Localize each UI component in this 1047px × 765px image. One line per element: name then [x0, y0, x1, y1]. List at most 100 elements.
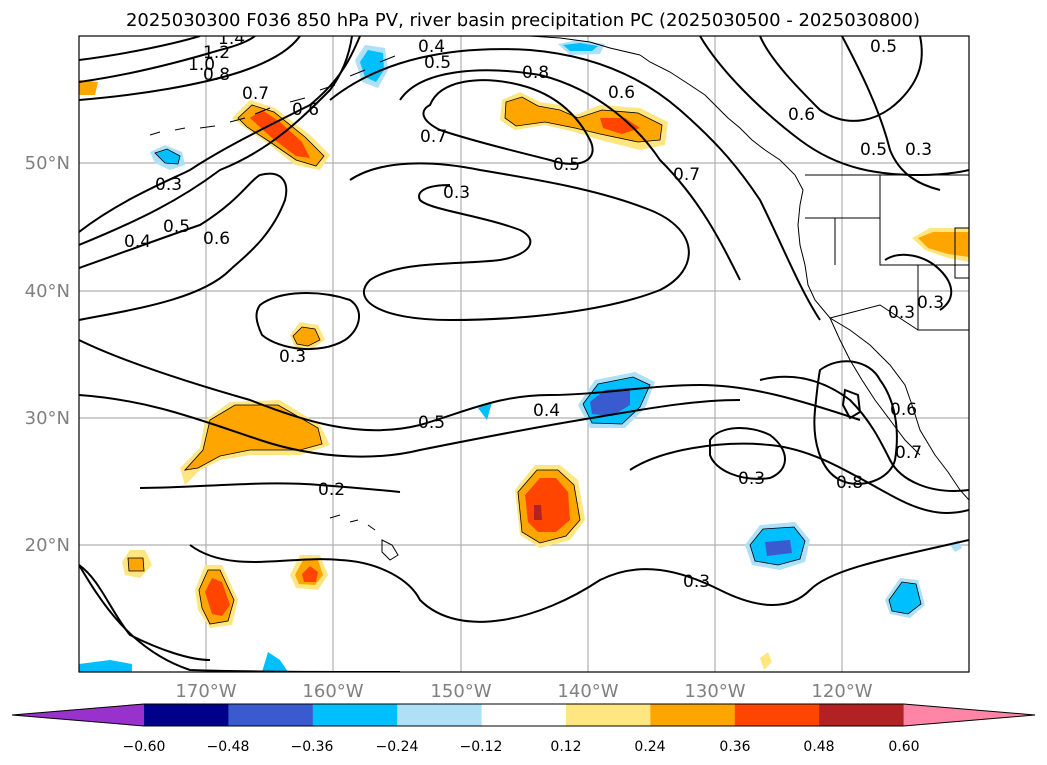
lat-tick-label: 50°N [25, 153, 70, 174]
contour-label: 0.3 [443, 183, 470, 203]
pv-contour-line [79, 172, 288, 321]
longitude-tick-labels: 170°W 160°W 150°W 140°W 130°W 120°W [175, 681, 872, 702]
map-background [79, 36, 969, 672]
colorbar-segment [650, 704, 736, 726]
pv-contour-line [79, 339, 861, 432]
contour-label: 0.3 [917, 293, 944, 313]
contour-label: 0.5 [860, 140, 887, 160]
contour-label: 0.4 [124, 232, 151, 252]
pv-contour-line [759, 36, 923, 122]
contour-label: 0.7 [242, 84, 269, 104]
positive-anomaly-blob [127, 557, 145, 572]
colorbar-segment [397, 704, 483, 726]
pv-contour-line [79, 36, 301, 101]
positive-anomaly-blob [79, 80, 98, 95]
colorbar-segments [11, 703, 1036, 727]
colorbar-tick-label: −0.60 [123, 739, 166, 755]
colorbar-ticks: −0.60 −0.48 −0.36 −0.24 −0.12 0.12 0.24 … [123, 739, 920, 755]
lon-tick-label: 150°W [430, 681, 491, 702]
colorbar-extend-max [903, 704, 1035, 726]
pv-contour-line [349, 162, 690, 322]
contour-label: 0.5 [870, 37, 897, 57]
negative-anomaly-blob [563, 43, 598, 51]
positive-anomaly-blob [205, 578, 230, 616]
lat-tick-label: 30°N [25, 408, 70, 429]
negative-anomaly-blob [262, 652, 288, 672]
pv-contour-line [813, 360, 898, 485]
positive-anomaly-blob [600, 118, 640, 134]
colorbar: −0.60 −0.48 −0.36 −0.24 −0.12 0.12 0.24 … [11, 703, 1036, 755]
positive-anomaly-blob [534, 505, 542, 520]
contour-label: 0.3 [888, 303, 915, 323]
contour-label: 0.8 [203, 65, 230, 85]
north-america-coast [639, 54, 969, 501]
contour-label: 0.8 [836, 473, 863, 493]
contour-label: 0.8 [522, 63, 549, 83]
pv-contour-line [255, 292, 360, 351]
contour-label: 0.4 [418, 37, 445, 57]
colorbar-extend-min [12, 704, 144, 726]
negative-anomaly-blob [888, 581, 922, 615]
pv-contour-line [79, 394, 741, 458]
pv-contour-line [79, 36, 256, 83]
pv-contour-line [399, 69, 741, 281]
coastlines [149, 36, 969, 561]
contour-label: 1.4 [218, 29, 245, 49]
contour-label: 0.5 [424, 53, 451, 73]
contour-label: 0.6 [788, 105, 815, 125]
negative-anomaly-blob [590, 388, 630, 416]
lon-tick-label: 160°W [302, 681, 363, 702]
positive-anomaly-blob [918, 232, 969, 257]
pv-contour-line [79, 564, 211, 661]
contour-label: 0.3 [738, 469, 765, 489]
lon-tick-label: 120°W [811, 681, 872, 702]
positive-anomaly-blob [760, 652, 772, 670]
positive-anomaly-blob [292, 326, 321, 347]
pv-contour-line [699, 36, 969, 177]
colorbar-segment [481, 704, 567, 726]
contour-label: 1.2 [203, 43, 230, 63]
lon-tick-label: 140°W [557, 681, 618, 702]
lon-tick-label: 170°W [175, 681, 236, 702]
contour-label: 0.3 [279, 347, 306, 367]
contour-label: 0.5 [418, 413, 445, 433]
pv-contour-line [884, 253, 953, 311]
contour-label: 1.0 [188, 55, 215, 75]
colorbar-segment [228, 704, 314, 726]
figure-title: 2025030300 F036 850 hPa PV, river basin … [126, 10, 920, 31]
colorbar-outline [11, 703, 1036, 727]
latitude-tick-labels: 50°N 40°N 30°N 20°N [25, 153, 70, 556]
lat-tick-label: 40°N [25, 281, 70, 302]
contour-label: 0.3 [683, 572, 710, 592]
contour-label: 0.6 [203, 229, 230, 249]
negative-anomaly-blob [360, 50, 384, 82]
contour-label: 0.5 [553, 155, 580, 175]
contour-label: 0.6 [608, 83, 635, 103]
positive-anomaly-blob [302, 566, 318, 582]
pv-contour-line [139, 482, 401, 493]
pv-contour-line [329, 48, 821, 321]
contour-labels: 1.4 1.2 1.0 0.8 0.7 0.6 0.4 0.5 0.8 0.6 … [124, 29, 944, 592]
lat-tick-label: 20°N [25, 535, 70, 556]
map-panel: 1.4 1.2 1.0 0.8 0.7 0.6 0.4 0.5 0.8 0.6 … [78, 29, 970, 673]
colorbar-segment [734, 704, 820, 726]
colorbar-tick-label: 0.24 [634, 739, 665, 755]
colorbar-segment [144, 704, 229, 726]
contour-label: 0.7 [673, 165, 700, 185]
pv-contours [79, 36, 969, 672]
pv-contour-line [79, 36, 201, 61]
pv-contour-line [79, 36, 353, 246]
us-state-border [805, 175, 969, 331]
contour-label: 0.6 [890, 400, 917, 420]
pv-contour-line [629, 442, 969, 514]
pv-contour-line [841, 36, 941, 191]
colorbar-tick-label: −0.36 [291, 739, 334, 755]
pv-contour-line [422, 79, 594, 165]
colorbar-segment [566, 704, 651, 726]
alaska-coast [529, 36, 641, 56]
negative-anomaly-blob [154, 148, 181, 165]
negative-anomaly-blob [765, 540, 792, 556]
contour-label: 0.3 [905, 140, 932, 160]
colorbar-tick-label: −0.12 [460, 739, 503, 755]
